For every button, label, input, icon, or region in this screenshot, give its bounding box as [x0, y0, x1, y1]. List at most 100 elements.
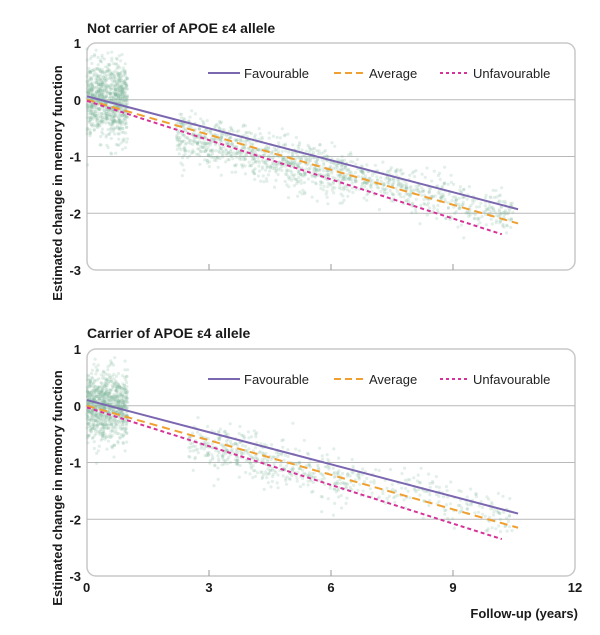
scatter-point: [117, 74, 121, 78]
scatter-point: [102, 108, 106, 112]
scatter-point: [183, 135, 187, 139]
scatter-point: [268, 169, 272, 173]
scatter-point: [104, 116, 108, 120]
scatter-point: [118, 118, 122, 122]
scatter-point: [308, 147, 312, 151]
scatter-point: [123, 102, 127, 106]
scatter-point: [94, 419, 98, 423]
scatter-point: [99, 76, 103, 80]
scatter-point: [124, 131, 128, 135]
scatter-point: [345, 176, 349, 180]
scatter-point: [320, 181, 325, 185]
scatter-point: [116, 382, 120, 386]
scatter-point: [105, 396, 109, 400]
scatter-point: [104, 65, 108, 69]
scatter-point: [115, 93, 119, 97]
scatter-point: [117, 87, 121, 91]
scatter-point: [404, 199, 408, 203]
scatter-point: [249, 154, 253, 158]
scatter-point: [121, 397, 125, 401]
scatter-point: [395, 493, 400, 498]
scatter-point: [113, 93, 118, 97]
scatter-point: [440, 195, 444, 199]
scatter-point: [203, 136, 207, 140]
scatter-point: [110, 361, 114, 365]
scatter-point: [264, 159, 268, 163]
scatter-point: [99, 143, 103, 147]
scatter-point: [435, 216, 439, 221]
scatter-point: [340, 163, 344, 168]
scatter-point: [226, 141, 230, 145]
y-tick-label: 0: [74, 399, 81, 414]
scatter-point: [465, 211, 469, 215]
scatter-point: [101, 374, 106, 378]
scatter-point: [100, 60, 104, 64]
scatter-point: [120, 130, 124, 134]
scatter-point: [368, 176, 372, 180]
scatter-point: [108, 73, 112, 77]
scatter-point: [103, 112, 107, 116]
scatter-point: [379, 189, 383, 194]
scatter-point: [271, 156, 275, 160]
scatter-point: [188, 449, 192, 453]
scatter-point: [320, 472, 324, 476]
scatter-point: [331, 181, 335, 186]
scatter-point: [235, 145, 239, 149]
scatter-point: [508, 497, 512, 501]
scatter-point: [290, 160, 294, 164]
scatter-point: [438, 171, 442, 175]
scatter-point: [236, 151, 240, 156]
scatter-point: [110, 75, 114, 79]
scatter-point: [86, 112, 90, 116]
scatter-point: [101, 70, 105, 74]
scatter-point: [107, 399, 111, 403]
scatter-point: [118, 120, 122, 124]
scatter-point: [100, 70, 104, 74]
scatter-point: [339, 192, 343, 196]
scatter-point: [443, 165, 447, 169]
scatter-point: [201, 145, 205, 149]
scatter-point: [415, 186, 420, 190]
scatter-point: [106, 127, 110, 132]
scatter-point: [216, 466, 220, 470]
scatter-point: [99, 426, 103, 431]
scatter-point: [198, 433, 202, 437]
scatter-point: [182, 133, 186, 137]
scatter-point: [120, 87, 124, 91]
scatter-point: [98, 67, 102, 71]
scatter-point: [421, 188, 425, 192]
scatter-point: [235, 151, 239, 155]
x-axis-title: Follow-up (years): [470, 606, 578, 621]
scatter-point: [85, 58, 89, 62]
scatter-point: [98, 68, 102, 72]
scatter-point: [329, 183, 333, 187]
scatter-point: [219, 147, 223, 151]
scatter-point: [476, 218, 480, 222]
scatter-point: [252, 157, 256, 161]
scatter-point: [97, 83, 101, 87]
scatter-point: [225, 142, 230, 146]
scatter-point: [468, 210, 472, 214]
scatter-point: [416, 473, 420, 477]
scatter-point: [481, 512, 485, 516]
scatter-point: [91, 111, 96, 115]
scatter-point: [118, 127, 122, 131]
scatter-point: [202, 140, 206, 144]
scatter-point: [90, 102, 94, 106]
scatter-point: [100, 394, 104, 398]
scatter-point: [94, 109, 98, 114]
scatter-point: [249, 461, 253, 465]
scatter-point: [452, 205, 456, 209]
scatter-point: [121, 90, 125, 94]
scatter-point: [282, 134, 286, 138]
scatter-point: [252, 168, 256, 172]
scatter-point: [392, 496, 396, 500]
scatter-point: [233, 163, 237, 167]
scatter-point: [96, 81, 100, 86]
scatter-point: [89, 89, 94, 93]
scatter-point: [104, 95, 108, 99]
scatter-point: [98, 90, 102, 94]
scatter-point: [340, 164, 344, 168]
scatter-point: [203, 149, 207, 153]
scatter-point: [243, 124, 247, 128]
